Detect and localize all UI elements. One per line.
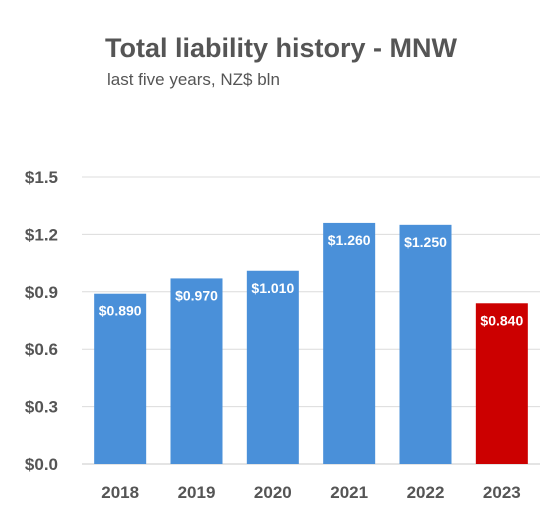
data-label-2022: $1.250 xyxy=(404,234,447,250)
data-label-2020: $1.010 xyxy=(251,280,294,296)
data-label-2018: $0.890 xyxy=(99,303,142,319)
bar-2023 xyxy=(475,303,528,464)
y-tick-label: $1.5 xyxy=(25,168,58,187)
data-label-2021: $1.260 xyxy=(328,232,371,248)
bar-2021 xyxy=(323,222,376,464)
x-tick-label-2019: 2019 xyxy=(178,483,216,502)
data-label-2023: $0.840 xyxy=(480,312,523,328)
y-tick-label: $0.6 xyxy=(25,340,58,359)
chart-subtitle: last five years, NZ$ bln xyxy=(107,70,280,89)
data-label-2019: $0.970 xyxy=(175,287,218,303)
x-axis-tick-labels: 2018 2019 2020 2021 2022 2023 xyxy=(101,483,520,502)
y-tick-label: $1.2 xyxy=(25,225,58,244)
bar-2022 xyxy=(399,224,452,464)
y-tick-label: $0.3 xyxy=(25,398,58,417)
data-labels: $0.890 $0.970 $1.010 $1.260 $1.250 $0.840 xyxy=(99,232,524,328)
y-axis-tick-labels: $0.0 $0.3 $0.6 $0.9 $1.2 $1.5 xyxy=(25,168,58,474)
x-tick-label-2021: 2021 xyxy=(330,483,368,502)
y-tick-label: $0.9 xyxy=(25,283,58,302)
x-tick-label-2022: 2022 xyxy=(407,483,445,502)
x-tick-label-2018: 2018 xyxy=(101,483,139,502)
y-tick-label: $0.0 xyxy=(25,455,58,474)
bar-2018 xyxy=(94,293,147,464)
bar-2019 xyxy=(170,278,223,464)
chart-title: Total liability history - MNW xyxy=(105,33,458,63)
bars xyxy=(94,222,528,464)
bar-2020 xyxy=(246,270,299,464)
x-tick-label-2023: 2023 xyxy=(483,483,521,502)
x-tick-label-2020: 2020 xyxy=(254,483,292,502)
gridlines xyxy=(82,176,540,465)
